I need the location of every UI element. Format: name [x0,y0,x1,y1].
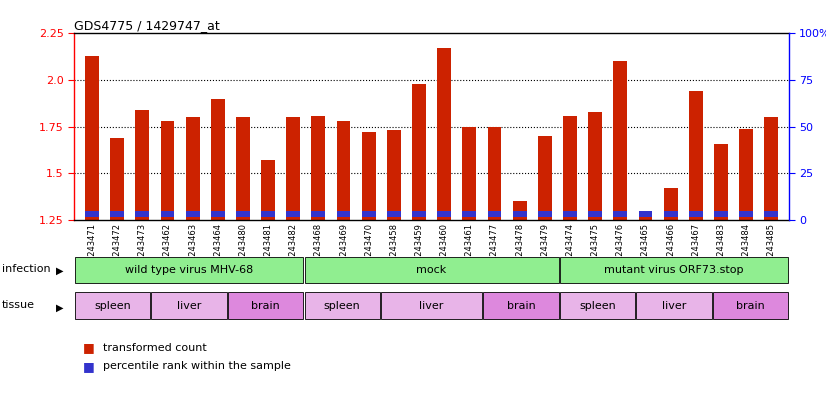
Bar [287,118,300,220]
Bar [636,292,712,319]
Text: GDS4775 / 1429747_at: GDS4775 / 1429747_at [74,19,220,32]
Bar [764,211,778,217]
Bar [739,211,753,217]
Bar [75,257,303,283]
Bar [513,211,526,217]
Bar [563,116,577,220]
Bar [714,143,728,220]
Text: liver: liver [177,301,202,310]
Text: brain: brain [506,301,535,310]
Text: mutant virus ORF73.stop: mutant virus ORF73.stop [605,265,743,275]
Bar [387,130,401,220]
Bar [739,129,753,220]
Text: infection: infection [2,264,50,274]
Text: ▶: ▶ [55,302,64,312]
Bar [563,211,577,217]
Bar [362,211,376,217]
Bar [483,292,558,319]
Bar [638,216,653,220]
Text: ■: ■ [83,360,94,373]
Text: ■: ■ [83,341,94,354]
Bar [211,99,225,220]
Bar [287,211,300,217]
Bar [614,61,627,220]
Bar [305,257,558,283]
Bar [135,110,150,220]
Bar [689,211,703,217]
Bar [387,211,401,217]
Text: liver: liver [662,301,686,310]
Bar [236,211,249,217]
Bar [714,211,728,217]
Text: spleen: spleen [324,301,361,310]
Bar [463,211,477,217]
Text: wild type virus MHV-68: wild type virus MHV-68 [125,265,254,275]
Bar [663,211,677,217]
Bar [311,116,325,220]
Bar [437,48,451,220]
Bar [560,257,788,283]
Text: tissue: tissue [2,299,35,310]
Bar [588,211,602,217]
Bar [85,211,99,217]
Bar [186,118,200,220]
Bar [186,211,200,217]
Bar [713,292,788,319]
Bar [337,121,350,220]
Bar [311,211,325,217]
Bar [305,292,380,319]
Bar [261,160,275,220]
Bar [151,292,227,319]
Bar [614,211,627,217]
Text: percentile rank within the sample: percentile rank within the sample [103,361,291,371]
Bar [588,112,602,220]
Bar [412,211,426,217]
Bar [110,138,124,220]
Bar [160,121,174,220]
Bar [437,211,451,217]
Bar [487,127,501,220]
Bar [638,211,653,217]
Bar [228,292,303,319]
Bar [362,132,376,220]
Bar [538,136,552,220]
Text: liver: liver [420,301,444,310]
Text: brain: brain [251,301,280,310]
Bar [764,118,778,220]
Bar [135,211,150,217]
Bar [381,292,482,319]
Bar [487,211,501,217]
Bar [463,127,477,220]
Bar [560,292,635,319]
Bar [236,118,249,220]
Text: spleen: spleen [579,301,616,310]
Bar [337,211,350,217]
Text: spleen: spleen [94,301,131,310]
Bar [85,56,99,220]
Bar [412,84,426,220]
Bar [110,211,124,217]
Bar [513,201,526,220]
Text: brain: brain [736,301,765,310]
Bar [75,292,150,319]
Bar [689,91,703,220]
Bar [211,211,225,217]
Bar [160,211,174,217]
Bar [261,211,275,217]
Text: mock: mock [416,265,447,275]
Text: ▶: ▶ [55,266,64,276]
Text: transformed count: transformed count [103,343,207,353]
Bar [663,188,677,220]
Bar [538,211,552,217]
